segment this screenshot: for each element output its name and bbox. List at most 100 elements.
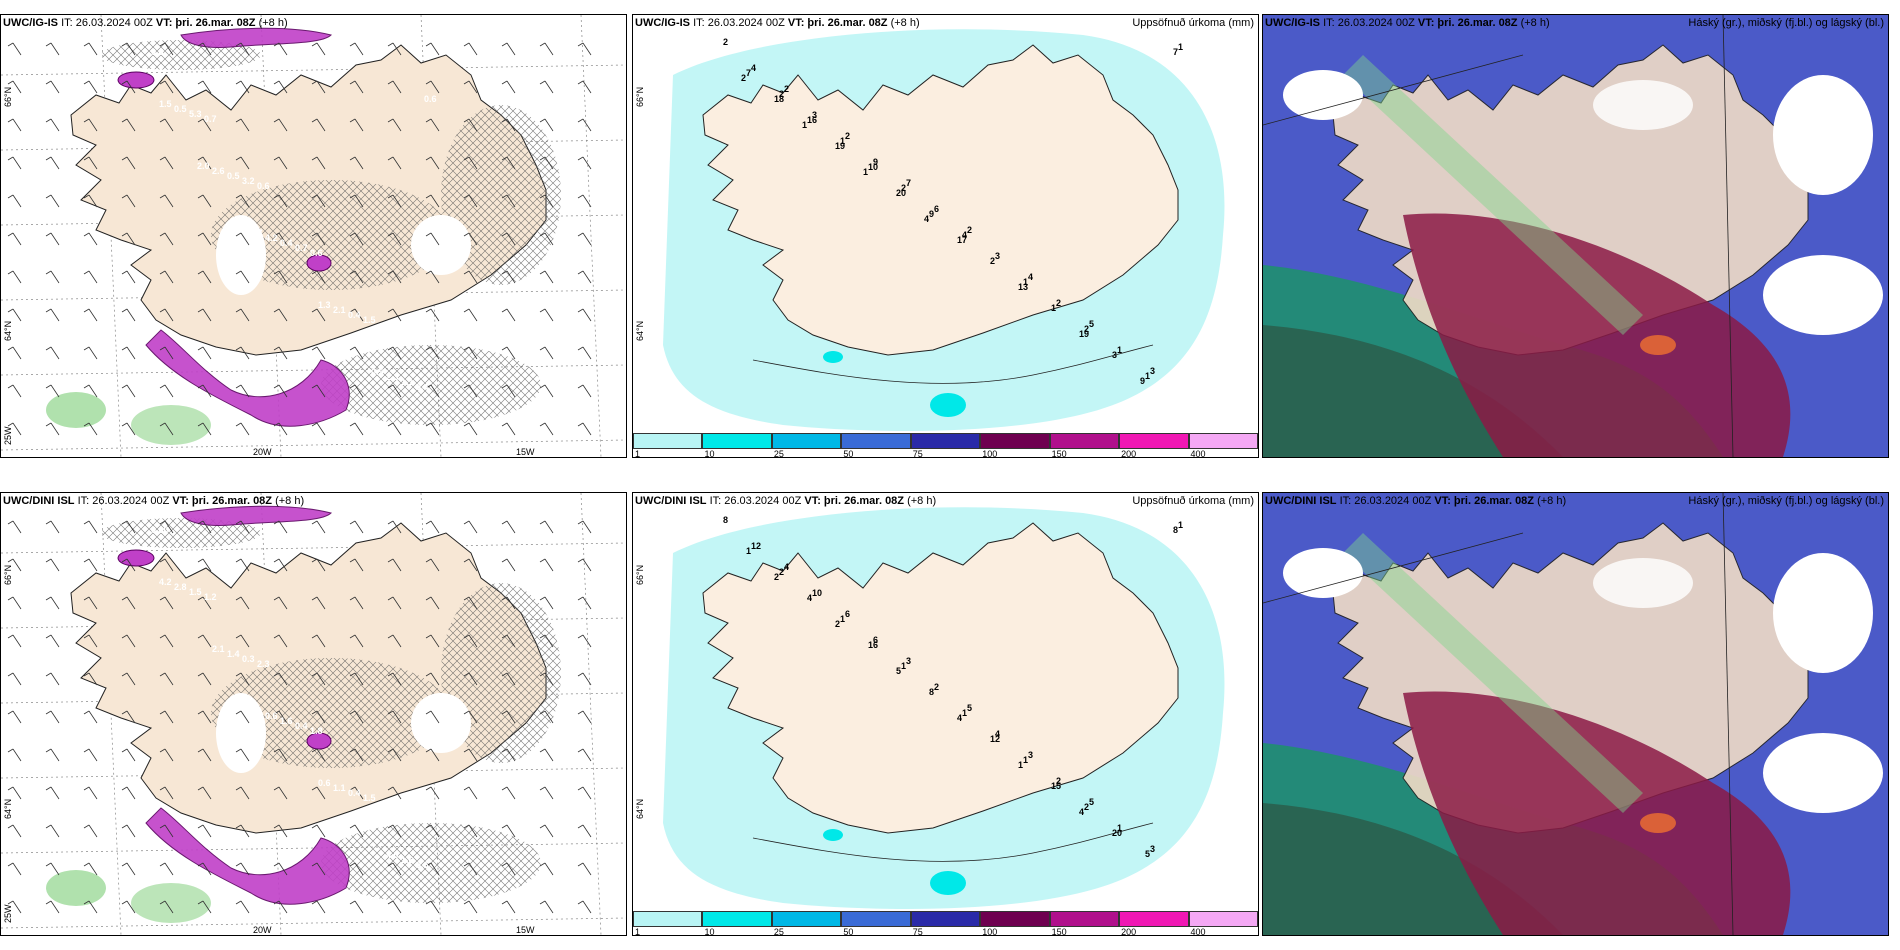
wind-barb [387,384,402,398]
wind-barb [121,156,136,170]
wind-barb [539,308,554,322]
wind-barb [463,786,478,800]
wind-barb [83,346,98,360]
wind-barb [387,346,402,360]
wind-barb [121,672,136,686]
colorbar-tick: 400 [1190,927,1206,936]
wind-barb [463,710,478,724]
precip-blob [117,71,155,89]
wind-barb [425,786,440,800]
blank-area [216,693,266,773]
lat-label-66n: 66°N [635,86,645,107]
wind-barb [197,270,212,284]
precip-value-label: 15 [1051,781,1061,791]
precip-label: 1.6 [280,716,293,726]
colorbar-tick: 150 [1051,449,1067,458]
wind-barb [463,634,478,648]
precip-value-label: 8 [1173,525,1178,535]
wind-barb [349,42,364,56]
wind-barb [197,118,212,132]
panel-dini-precip: 8 4 6 3 5 3 5 3 12 10 6 2 4 2 1 1 2 1 1 1 1 2 5 1 4 16 8 12 15 20 8 2 2 5… [632,492,1259,936]
wind-barb [159,118,174,132]
wind-barb [7,42,22,56]
lat-label-25w: 25W [3,426,13,445]
contour-line [752,822,1154,862]
wind-barb [159,748,174,762]
wind-barb [463,672,478,686]
precip-label: 3.2 [242,176,255,186]
wind-barb [7,156,22,170]
wind-barb [425,156,440,170]
wind-barb [387,596,402,610]
precip-label: 1.5 [189,587,202,597]
precip-value-label: 13 [1018,282,1028,292]
wind-barb [197,156,212,170]
iceland-land [702,522,1179,834]
precip-core [930,393,966,417]
wind-barb [121,384,136,398]
wind-barb [235,900,250,914]
wind-barb [83,634,98,648]
wind-barb [577,270,592,284]
wind-barb [197,900,212,914]
wind-barb [463,308,478,322]
lon-label-15w: 15W [516,925,535,935]
wind-barb [83,710,98,724]
wind-barb [83,422,98,436]
precip-label: 0.6 [424,94,437,104]
wind-barb [121,710,136,724]
wind-barb [83,384,98,398]
precip-label: 1.6 [401,855,414,865]
clear-area [1773,75,1873,195]
colorbar-tick: 400 [1190,449,1206,458]
wind-barb [539,42,554,56]
wind-barb [273,634,288,648]
wind-barb [121,118,136,132]
precip-value-label: 4 [1028,272,1033,282]
wind-barb [311,786,326,800]
wind-barb [235,156,250,170]
precip-label: 2.8 [174,582,187,592]
graticule-line [1722,15,1734,457]
wind-barb [45,558,60,572]
wind-barb [311,308,326,322]
lat-label-64n: 64°N [635,320,645,341]
wind-barb [425,520,440,534]
map-accum-precip-top: 2227245343963211212412171610921371819201… [663,29,1225,431]
colorbar-tick: 25 [773,449,784,458]
wind-barb [7,862,22,876]
colorbar-tick: 1 [635,449,641,458]
wind-barb [159,520,174,534]
panel-title: Uppsöfnuð úrkoma (mm) [1132,17,1254,29]
wind-barb [463,558,478,572]
wind-barb [501,308,516,322]
cloud-streak [1343,55,1643,335]
graticule-line [1263,532,1524,604]
precip-label: 2.1 [333,305,346,315]
wind-barb [501,270,516,284]
wind-barb [577,156,592,170]
wind-barb [387,710,402,724]
wind-barb [159,422,174,436]
wind-barb [7,596,22,610]
precip-label: 0.6 [265,711,278,721]
precip-label: 1.5 [159,99,172,109]
wind-barb [539,786,554,800]
wind-barb [159,308,174,322]
wind-barb [349,308,364,322]
wind-barb [387,232,402,246]
wind-barb [45,786,60,800]
wind-barb [387,786,402,800]
wind-barb [7,232,22,246]
wind-barb [349,118,364,132]
wind-barb [463,42,478,56]
wind-barb [539,118,554,132]
wind-barb [577,346,592,360]
wind-barb [159,194,174,208]
precip-label: 4.2 [159,577,172,587]
precip-value-label: 6 [934,204,939,214]
wind-barb [121,80,136,94]
precip-value-label: 2 [779,567,784,577]
wind-barb [387,900,402,914]
wind-barb [83,194,98,208]
